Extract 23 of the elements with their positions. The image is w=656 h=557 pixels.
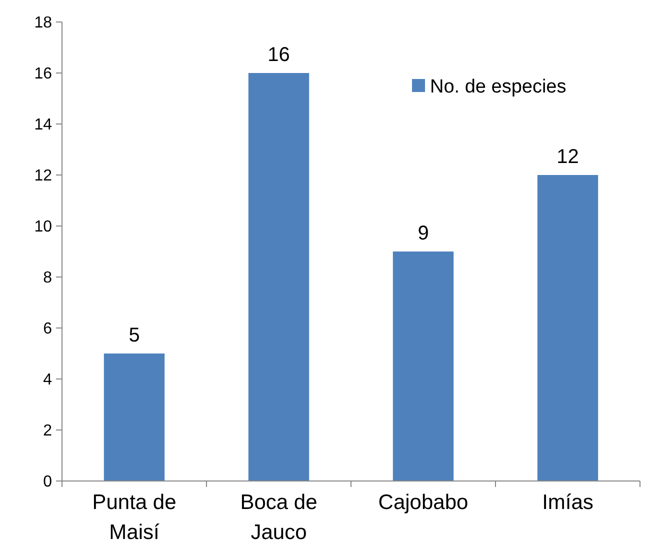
bar (248, 73, 310, 481)
y-tick-label: 0 (43, 474, 52, 491)
y-tick-label: 8 (43, 270, 52, 287)
y-tick-label: 18 (34, 14, 52, 32)
data-label: 16 (268, 44, 290, 66)
y-tick-label: 4 (43, 372, 52, 389)
x-tick-label: Punta de Maisí (92, 491, 176, 544)
x-tick-label: Boca de Jauco (240, 491, 318, 544)
bar (537, 175, 598, 481)
bar (392, 252, 454, 481)
bar (104, 354, 165, 481)
x-tick-label: Cajobabo (378, 491, 468, 514)
y-tick-label: 14 (34, 116, 52, 134)
y-tick-label: 10 (34, 218, 52, 236)
data-label: 9 (418, 222, 429, 244)
x-tick-label: Imías (542, 491, 594, 514)
data-label: 5 (128, 324, 140, 346)
y-tick-label: 12 (34, 168, 52, 185)
y-tick-label: 2 (43, 422, 52, 440)
y-tick-label: 6 (43, 320, 52, 338)
y-tick-label: 16 (34, 66, 52, 83)
data-label: 12 (556, 146, 579, 168)
legend-label: No. de especies (430, 76, 566, 98)
